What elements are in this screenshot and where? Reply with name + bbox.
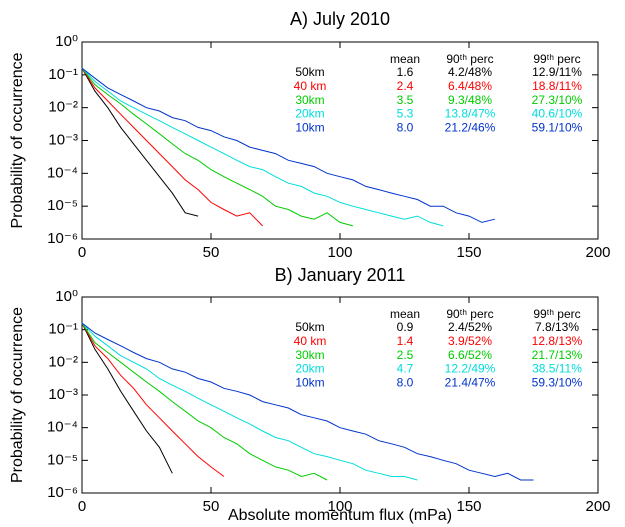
legend-label: 50km	[295, 65, 324, 79]
table-cell: 1.6	[397, 65, 414, 79]
legend-label: 40 km	[294, 334, 327, 348]
y-axis-label: Probability of occurrence	[9, 307, 26, 483]
series-line	[81, 322, 418, 481]
x-tick-label: 200	[585, 498, 610, 515]
table-cell: 9.3/48%	[448, 93, 492, 107]
series-line	[81, 67, 354, 227]
y-tick-label: 10⁻²	[48, 99, 78, 116]
table-cell: 2.4	[397, 79, 414, 93]
table-cell: 21.2/46%	[445, 120, 496, 134]
table-header: 90ᵗʰ perc	[446, 52, 493, 66]
table-cell: 8.0	[397, 120, 414, 134]
chart-title: A) July 2010	[290, 9, 390, 29]
table-header: mean	[390, 52, 420, 66]
table-cell: 2.5	[397, 348, 414, 362]
table-cell: 59.3/10%	[532, 375, 583, 389]
y-tick-label: 10⁻⁵	[47, 451, 78, 468]
x-tick-label: 200	[585, 244, 610, 261]
chart-title: B) January 2011	[275, 265, 406, 285]
table-cell: 21.4/47%	[445, 375, 496, 389]
x-tick-label: 50	[203, 244, 220, 261]
x-tick-label: 0	[78, 244, 86, 261]
table-cell: 12.8/13%	[532, 334, 583, 348]
table-cell: 0.9	[397, 320, 414, 334]
y-tick-label: 10⁰	[55, 33, 78, 50]
y-tick-label: 10⁻¹	[48, 66, 78, 83]
table-cell: 3.5	[397, 93, 414, 107]
table-cell: 7.8/13%	[535, 320, 579, 334]
legend-label: 40 km	[294, 79, 327, 93]
table-header: 99ᵗʰ perc	[533, 307, 580, 321]
y-tick-label: 10⁻⁴	[47, 419, 78, 436]
y-tick-label: 10⁻¹	[48, 321, 78, 338]
legend-label: 30km	[295, 348, 324, 362]
table-cell: 5.3	[397, 107, 414, 121]
table-cell: 12.9/11%	[532, 65, 582, 79]
table-cell: 12.2/49%	[445, 362, 496, 376]
table-header: 99ᵗʰ perc	[533, 52, 580, 66]
table-cell: 8.0	[397, 375, 414, 389]
table-cell: 4.2/48%	[448, 65, 492, 79]
legend-label: 30km	[295, 93, 324, 107]
plot-frame	[81, 41, 599, 240]
legend-label: 10km	[295, 375, 324, 389]
table-cell: 4.7	[397, 362, 414, 376]
series-line	[81, 322, 534, 481]
legend-label: 20km	[295, 362, 324, 376]
series-line	[81, 67, 495, 223]
x-tick-label: 50	[203, 498, 220, 515]
table-cell: 40.6/10%	[532, 107, 583, 121]
x-tick-label: 100	[327, 244, 352, 261]
table-cell: 1.4	[397, 334, 414, 348]
legend-label: 10km	[295, 120, 324, 134]
y-axis-label: Probability of occurrence	[9, 52, 26, 228]
table-cell: 59.1/10%	[532, 120, 583, 134]
y-tick-label: 10⁻⁴	[47, 164, 78, 181]
table-header: mean	[390, 307, 420, 321]
table-cell: 21.7/13%	[532, 348, 583, 362]
x-tick-label: 150	[456, 498, 481, 515]
table-cell: 3.9/52%	[448, 334, 492, 348]
table-cell: 38.5/11%	[532, 362, 582, 376]
series-line	[81, 67, 263, 227]
table-cell: 2.4/52%	[448, 320, 492, 334]
y-tick-label: 10⁻⁵	[47, 197, 78, 214]
table-cell: 18.8/11%	[532, 79, 582, 93]
table-cell: 27.3/10%	[532, 93, 583, 107]
series-line	[81, 322, 328, 481]
y-tick-label: 10⁻³	[48, 131, 78, 148]
x-tick-label: 150	[456, 244, 481, 261]
table-header: 90ᵗʰ perc	[446, 307, 493, 321]
series-line	[81, 67, 199, 217]
table-cell: 6.4/48%	[448, 79, 492, 93]
y-tick-label: 10⁻⁶	[47, 230, 78, 247]
table-cell: 6.6/52%	[448, 348, 492, 362]
x-tick-label: 100	[327, 498, 352, 515]
series-line	[81, 67, 444, 227]
legend-label: 20km	[295, 107, 324, 121]
table-cell: 13.8/47%	[445, 107, 496, 121]
series-line	[81, 322, 173, 474]
y-tick-label: 10⁻³	[48, 386, 78, 403]
y-tick-label: 10⁰	[55, 288, 78, 305]
x-tick-label: 0	[78, 498, 86, 515]
y-tick-label: 10⁻²	[48, 353, 78, 370]
series-line	[81, 322, 225, 477]
x-axis-label: Absolute momentum flux (mPa)	[228, 507, 452, 524]
y-tick-label: 10⁻⁶	[47, 484, 78, 501]
legend-label: 50km	[295, 320, 324, 334]
plot-frame	[81, 296, 599, 494]
